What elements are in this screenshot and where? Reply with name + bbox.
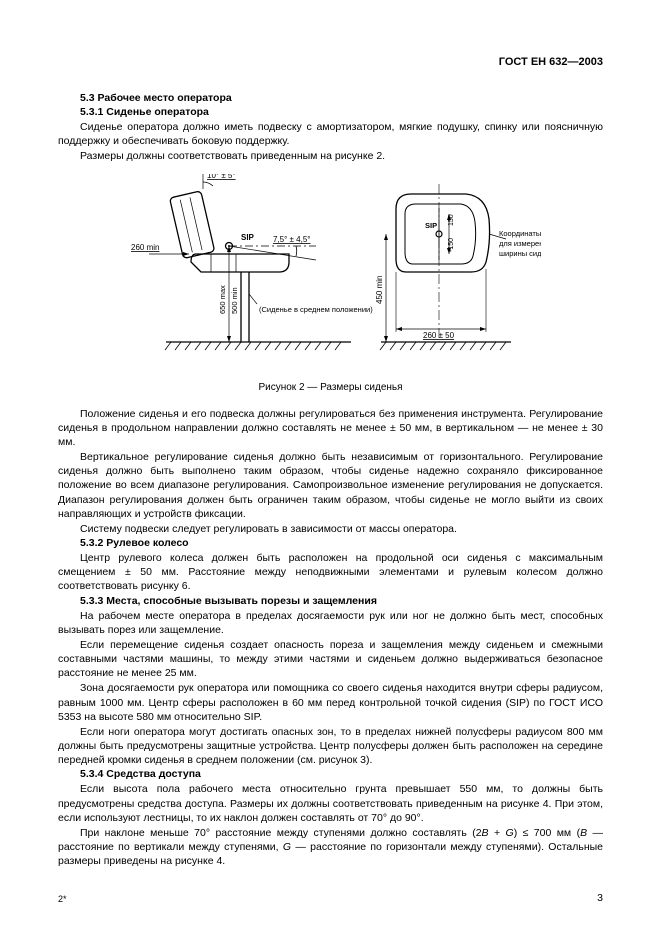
dim-label: 500 min: [230, 287, 239, 314]
paragraph-formula: При наклоне меньше 70° расстояние между …: [58, 826, 603, 869]
dim-label: 260 ± 50: [423, 331, 455, 340]
dim-label: 150: [448, 214, 455, 226]
dim-label: 650 max: [218, 284, 227, 313]
dim-label: -150: [448, 237, 455, 251]
dim-label: 260 min: [131, 243, 159, 252]
paragraph: Зона досягаемости рук оператора или помо…: [58, 681, 603, 724]
seat-note: (Сиденье в среднем положении): [259, 305, 373, 314]
paragraph: Положение сиденья и его подвеска должны …: [58, 407, 603, 450]
footer-left: 2*: [58, 894, 67, 904]
page-number: 3: [597, 892, 603, 904]
paragraph: Сиденье оператора должно иметь подвеску …: [58, 120, 603, 148]
dim-label: 450 min: [375, 275, 384, 303]
section-5-3-4-title: 5.3.4 Средства доступа: [58, 768, 603, 780]
figure-2-caption: Рисунок 2 — Размеры сиденья: [58, 382, 603, 393]
angle-label: 10° ± 5°: [207, 174, 236, 180]
section-5-3-title: 5.3 Рабочее место оператора: [58, 92, 603, 104]
paragraph: Если ноги оператора могут достигать опас…: [58, 725, 603, 768]
paragraph: Центр рулевого колеса должен быть распол…: [58, 551, 603, 594]
figure-2: SIP 10° ± 5° 7,5° ± 4,5° 260 min 650 max…: [58, 174, 603, 374]
sip-label: SIP: [241, 233, 255, 242]
coord-note-2: для измерения: [499, 239, 541, 248]
coord-note-1: Координаты: [499, 229, 541, 238]
sip-label: SIP: [425, 221, 437, 230]
paragraph: Если перемещение сиденья создает опаснос…: [58, 638, 603, 681]
section-5-3-3-title: 5.3.3 Места, способные вызывать порезы и…: [58, 595, 603, 607]
section-5-3-1-title: 5.3.1 Сиденье оператора: [58, 106, 603, 118]
coord-note-3: ширины сиденья: [499, 249, 541, 258]
paragraph: Систему подвески следует регулировать в …: [58, 522, 603, 536]
section-5-3-2-title: 5.3.2 Рулевое колесо: [58, 537, 603, 549]
paragraph: На рабочем месте оператора в пределах до…: [58, 609, 603, 637]
paragraph: Если высота пола рабочего места относите…: [58, 782, 603, 825]
paragraph: Размеры должны соответствовать приведенн…: [58, 149, 603, 163]
paragraph: Вертикальное регулирование сиденья должн…: [58, 450, 603, 521]
angle-label: 7,5° ± 4,5°: [273, 235, 310, 244]
document-header: ГОСТ ЕН 632—2003: [58, 56, 603, 68]
